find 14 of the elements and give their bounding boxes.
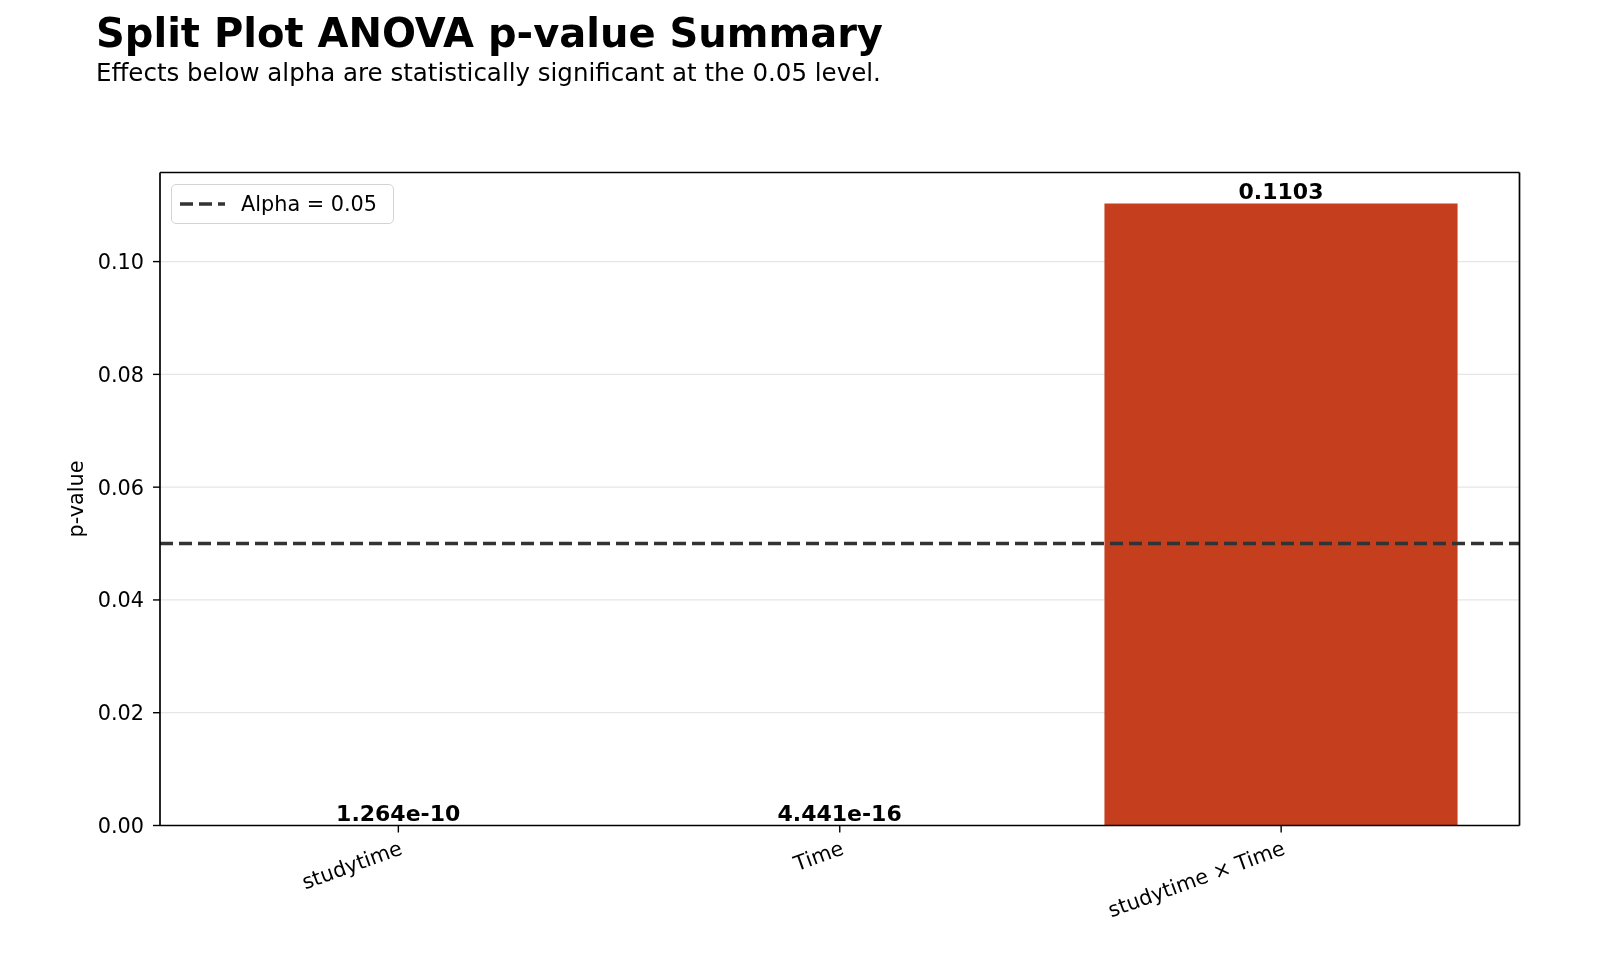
x-tick-label: Time [789,835,847,877]
chart-title: Split Plot ANOVA p-value Summary [96,10,883,56]
data-label: 1.264e-10 [336,800,461,826]
y-tick-label: 0.00 [97,813,144,838]
data-label: 0.1103 [1238,178,1324,204]
y-tick-label: 0.10 [97,249,144,274]
legend-label: Alpha = 0.05 [241,191,378,216]
data-label: 4.441e-16 [777,800,902,826]
y-tick-label: 0.02 [97,701,144,726]
y-tick-label: 0.04 [97,588,144,613]
y-tick-label: 0.06 [97,475,144,500]
y-tick-label: 0.08 [97,362,144,387]
chart-subtitle: Effects below alpha are statistically significant at the 0.05 level. [96,58,881,87]
y-axis-title: p-value [64,460,88,538]
